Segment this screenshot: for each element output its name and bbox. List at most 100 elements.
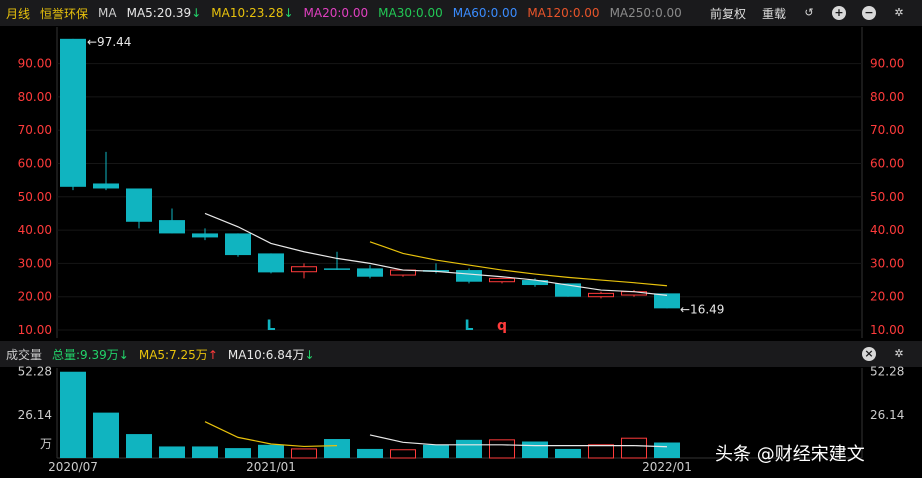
candle-body-down xyxy=(225,233,251,256)
ma30-value: MA30:0.00 xyxy=(378,6,443,20)
candle-body-down xyxy=(324,268,350,270)
reload-button[interactable]: 重载 xyxy=(761,6,786,21)
candle-body-up xyxy=(588,292,614,298)
period-label[interactable]: 月线 xyxy=(6,6,31,21)
zoom-in-icon[interactable]: + xyxy=(832,6,846,20)
signal-marker: L xyxy=(267,318,276,334)
volume-controls: × ✲ xyxy=(862,341,916,367)
undo-icon[interactable]: ↺ xyxy=(804,6,814,19)
volume-bar-down xyxy=(522,441,548,458)
ma250-value: MA250:0.00 xyxy=(609,6,682,20)
ma10-value: MA10:23.28 xyxy=(211,6,284,20)
price-tick-label-left: 80.00 xyxy=(18,90,52,104)
volume-total-arrow: ↓ xyxy=(118,347,129,362)
volume-ma5-indicator: MA5:7.25万↑ xyxy=(139,346,218,363)
price-tick-label-left: 50.00 xyxy=(18,190,52,204)
candle-body-up xyxy=(621,291,647,296)
high-price-label: ←97.44 xyxy=(87,35,131,49)
volume-ma10-arrow: ↓ xyxy=(304,347,315,362)
adjust-button[interactable]: 前复权 xyxy=(709,6,746,21)
volume-bar-up xyxy=(390,449,416,459)
candle-body-down xyxy=(522,280,548,286)
volume-bar-down xyxy=(192,446,218,458)
volume-total-indicator: 总量:9.39万↓ xyxy=(52,346,129,363)
price-tick-label-left: 70.00 xyxy=(18,123,52,137)
volume-title: 成交量 xyxy=(6,347,43,362)
candle-body-down xyxy=(192,233,218,238)
volume-bar-down xyxy=(555,448,581,458)
price-tick-label-right: 50.00 xyxy=(870,190,904,204)
volume-bar-up xyxy=(588,444,614,459)
chart-header: 月线 恒誉环保 MA MA5:20.39↓ MA10:23.28↓ MA20:0… xyxy=(0,0,922,26)
volume-bar-down xyxy=(456,439,482,458)
volume-ma5: MA5:7.25万 xyxy=(138,347,208,362)
price-tick-label-right: 90.00 xyxy=(870,57,904,71)
candle-body-up xyxy=(291,266,317,273)
candle-body-down xyxy=(357,268,383,277)
volume-ma10: MA10:6.84万 xyxy=(227,347,305,362)
volume-bar-up xyxy=(291,448,317,459)
ma10-arrow: ↓ xyxy=(283,6,294,20)
volume-ma5-arrow: ↑ xyxy=(207,347,218,362)
price-tick-label-left: 40.00 xyxy=(18,223,52,237)
settings-icon[interactable]: ✲ xyxy=(894,347,904,360)
volume-bar-down xyxy=(423,444,449,458)
candle-body-down xyxy=(555,283,581,297)
candle-body-down xyxy=(456,270,482,282)
volume-ma5-line xyxy=(205,422,667,447)
ma60-value: MA60:0.00 xyxy=(452,6,518,20)
volume-tick-label-right: 26.14 xyxy=(870,408,904,422)
ma5-line xyxy=(204,212,668,296)
price-tick-label-right: 30.00 xyxy=(870,256,904,270)
close-icon[interactable]: × xyxy=(862,347,876,361)
volume-bar-down xyxy=(357,448,383,458)
volume-total: 总量:9.39万 xyxy=(52,347,119,362)
stock-name: 恒誉环保 xyxy=(40,6,89,21)
volume-bar-down xyxy=(654,442,680,458)
price-tick-label-left: 60.00 xyxy=(18,157,52,171)
volume-bar-down xyxy=(258,444,284,458)
candle-body-up xyxy=(390,269,416,276)
ma10-indicator: MA10:23.28↓ xyxy=(211,6,293,20)
volume-bar-down xyxy=(225,448,251,458)
ma5-indicator: MA5:20.39↓ xyxy=(127,6,202,20)
candle-body-down xyxy=(423,270,449,272)
volume-bar-up xyxy=(489,439,515,459)
price-tick-label-right: 40.00 xyxy=(870,223,904,237)
volume-ma10-indicator: MA10:6.84万↓ xyxy=(228,346,315,363)
ma10-line xyxy=(369,241,668,287)
candle-body-up xyxy=(489,277,515,283)
volume-bar-up xyxy=(621,437,647,459)
x-axis-date-label: 2020/07 xyxy=(48,460,98,474)
signal-marker: q xyxy=(497,318,507,334)
volume-tick-label-left: 26.14 xyxy=(18,408,52,422)
low-price-label: ←16.49 xyxy=(680,302,724,316)
ma20-value: MA20:0.00 xyxy=(303,6,369,20)
watermark: 头条 @财经宋建文 xyxy=(715,444,865,465)
ma5-value: MA5:20.39 xyxy=(126,6,192,20)
settings-icon[interactable]: ✲ xyxy=(894,6,904,19)
price-tick-label-right: 10.00 xyxy=(870,323,904,337)
candle-body-down xyxy=(126,188,152,222)
price-tick-label-left: 90.00 xyxy=(18,57,52,71)
candle-body-down xyxy=(159,220,185,234)
price-tick-label-left: 20.00 xyxy=(18,290,52,304)
price-tick-label-right: 20.00 xyxy=(870,290,904,304)
chart-controls: 前复权 重载 ↺ + − ✲ xyxy=(710,0,916,26)
candle-body-down xyxy=(60,38,86,187)
volume-bar-down xyxy=(126,434,152,458)
candle-body-down xyxy=(654,293,680,309)
volume-ma10-line xyxy=(369,434,668,448)
price-tick-label-left: 30.00 xyxy=(18,256,52,270)
ma5-arrow: ↓ xyxy=(191,6,202,20)
ma-label[interactable]: MA xyxy=(98,6,117,20)
signal-marker: L xyxy=(465,318,474,334)
candle-body-down xyxy=(258,253,284,273)
price-tick-label-left: 10.00 xyxy=(18,323,52,337)
volume-bar-down xyxy=(60,371,86,458)
volume-bar-down xyxy=(324,439,350,458)
volume-bar-down xyxy=(159,446,185,458)
zoom-out-icon[interactable]: − xyxy=(862,6,876,20)
price-tick-label-right: 60.00 xyxy=(870,157,904,171)
